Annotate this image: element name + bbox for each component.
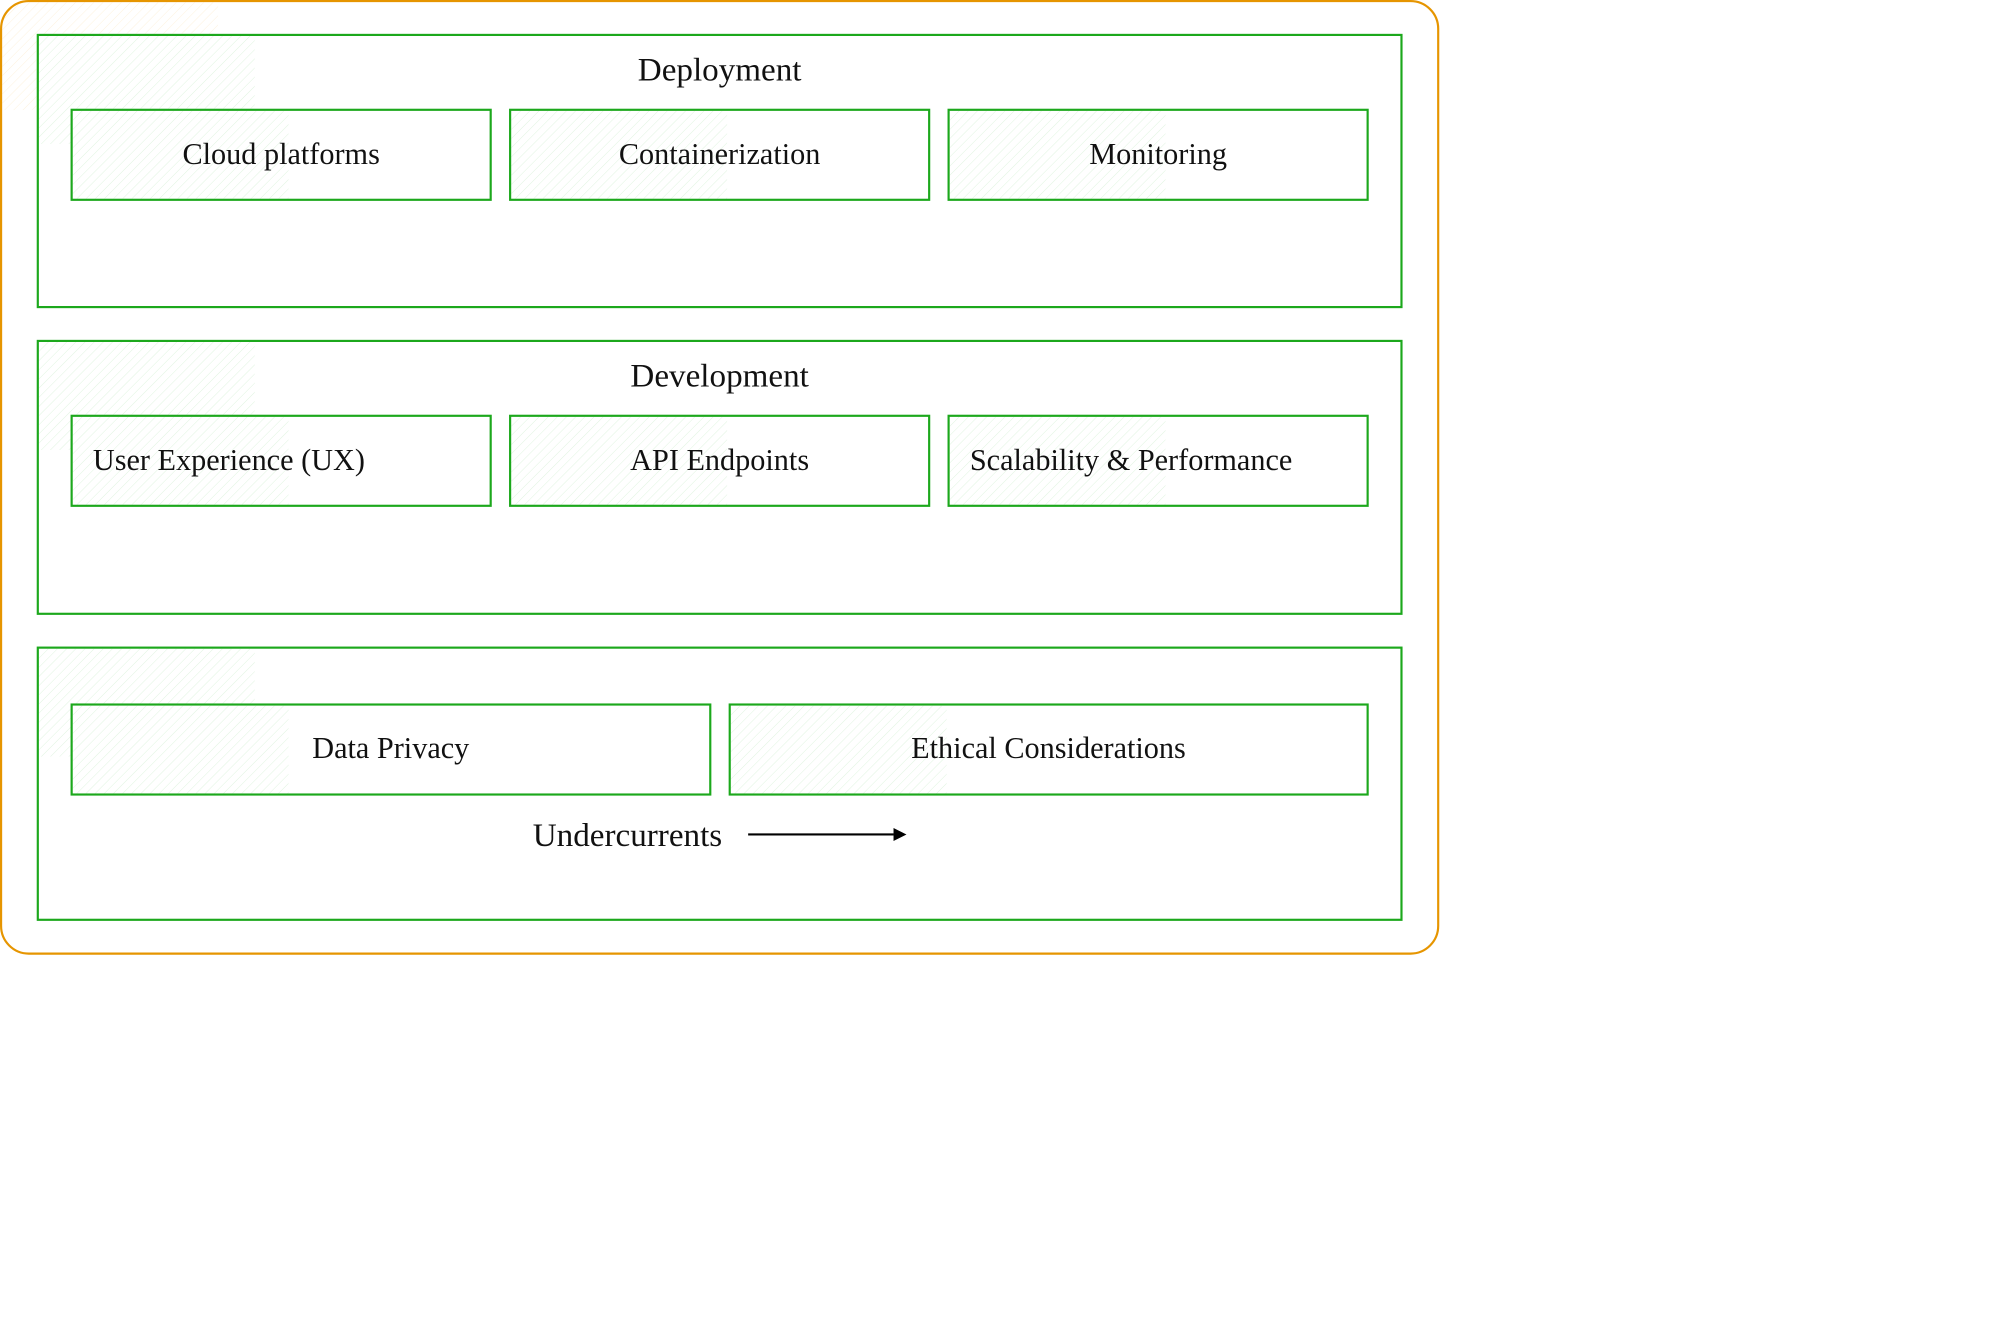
section-development: Development User Experience (UX) API Endpo… [37,340,1403,615]
arrow-icon [748,824,906,846]
box-label: Ethical Considerations [751,730,1347,768]
box-row: User Experience (UX) API Endpoints Scalabi… [71,415,1369,507]
spacer [71,663,1369,703]
concept-box: User Experience (UX) [71,415,492,507]
section-title: Undercurrents [533,816,722,854]
outer-container: Deployment Cloud platforms Containerizatio… [0,0,1439,955]
concept-box: Ethical Considerations [728,703,1368,795]
box-label: Monitoring [970,136,1347,174]
section-title: Development [71,357,1369,395]
undercurrents-title-row: Undercurrents [71,816,1369,854]
box-label: Data Privacy [93,730,689,768]
box-row: Cloud platforms Containerization Monitorin… [71,109,1369,201]
diagram-canvas: Deployment Cloud platforms Containerizatio… [0,0,1439,955]
concept-box: Monitoring [948,109,1369,201]
concept-box: Cloud platforms [71,109,492,201]
concept-box: Scalability & Performance [948,415,1369,507]
concept-box: Containerization [509,109,930,201]
section-deployment: Deployment Cloud platforms Containerizatio… [37,34,1403,309]
box-label: Scalability & Performance [970,442,1347,480]
box-label: API Endpoints [531,442,908,480]
box-row: Data Privacy Ethical Considerations [71,703,1369,795]
box-label: Cloud platforms [93,136,470,174]
section-title: Deployment [71,50,1369,88]
concept-box: API Endpoints [509,415,930,507]
box-label: User Experience (UX) [93,442,470,480]
concept-box: Data Privacy [71,703,711,795]
box-label: Containerization [531,136,908,174]
section-undercurrents: Data Privacy Ethical Considerations Underc… [37,646,1403,921]
